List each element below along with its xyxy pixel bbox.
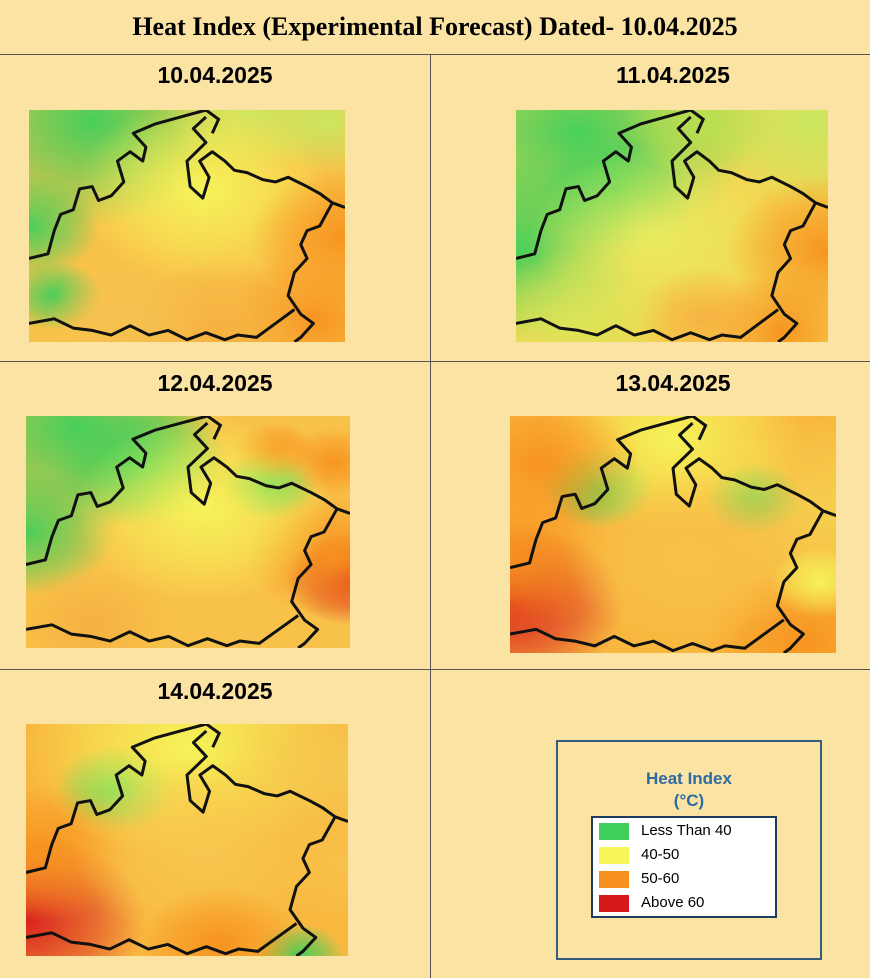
legend-item: 50-60	[597, 869, 777, 889]
heat-index-map-14-04	[26, 724, 348, 956]
legend-swatch	[599, 823, 629, 840]
legend-swatch	[599, 895, 629, 912]
panel-date-label: 10.04.2025	[157, 62, 273, 88]
heat-index-map-12-04	[26, 416, 350, 648]
legend-key: Less Than 40 40-50 50-60 Above 60	[591, 816, 777, 918]
legend-swatch	[599, 847, 629, 864]
legend-label: 50-60	[641, 870, 680, 887]
heat-index-map-13-04	[510, 416, 836, 653]
grid-divider-row1	[0, 361, 870, 362]
legend-item: 40-50	[597, 845, 777, 865]
page-title: Heat Index (Experimental Forecast) Dated…	[132, 12, 738, 41]
heat-index-map-11-04	[516, 110, 828, 342]
legend-label: Less Than 40	[641, 822, 732, 839]
legend: Heat Index (°C) Less Than 40 40-50 50-60…	[556, 740, 822, 960]
legend-item: Less Than 40	[597, 821, 777, 841]
legend-title: Heat Index	[646, 769, 732, 788]
legend-label: 40-50	[641, 846, 680, 863]
panel-date-label: 12.04.2025	[157, 370, 273, 396]
panel-date-label: 13.04.2025	[615, 370, 731, 396]
grid-divider-top	[0, 54, 870, 55]
legend-label: Above 60	[641, 894, 705, 911]
heat-index-map-10-04	[29, 110, 345, 342]
grid-divider-vertical	[430, 54, 431, 978]
legend-unit: (°C)	[673, 791, 705, 810]
grid-divider-row2	[0, 669, 870, 670]
panel-date-label: 11.04.2025	[616, 62, 730, 88]
legend-swatch	[599, 871, 629, 888]
panel-date-label: 14.04.2025	[157, 678, 273, 704]
legend-item: Above 60	[597, 893, 777, 913]
